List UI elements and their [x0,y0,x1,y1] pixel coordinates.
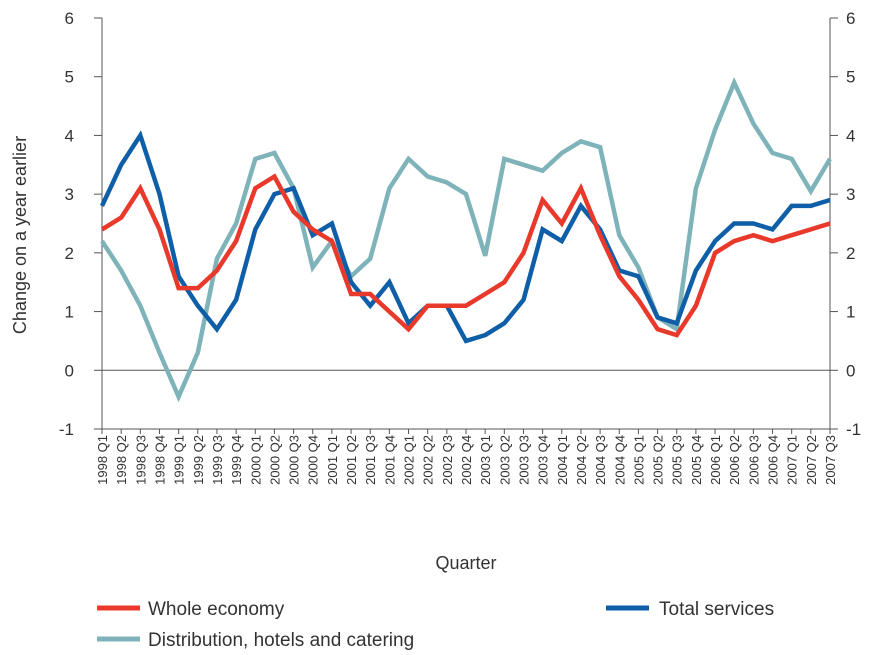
x-tick-label: 2002 Q2 [421,435,436,485]
x-tick-label: 2007 Q1 [785,435,800,485]
series-line-0 [100,76,832,403]
legend-label-whole-economy: Whole economy [148,599,285,620]
x-tick-label: 2003 Q1 [478,435,493,485]
x-tick-label: 2004 Q3 [593,435,608,485]
x-tick-label: 1999 Q2 [191,435,206,485]
x-tick-label: 2000 Q3 [287,435,302,485]
y-tick-label-left: 3 [65,185,74,204]
x-tick-label: 1999 Q4 [229,435,244,485]
legend-label-total-services: Total services [659,599,774,620]
y-tick-label-right: 2 [846,244,855,263]
y-tick-label-left: 5 [65,68,74,87]
chart-axes [101,18,831,430]
x-tick-label: 2005 Q1 [631,435,646,485]
x-tick-label: 2003 Q2 [497,435,512,485]
legend-label-distribution: Distribution, hotels and catering [148,630,414,651]
y-tick-label-right: 5 [846,68,855,87]
x-tick-label: 2003 Q3 [516,435,531,485]
x-tick-label: 1998 Q1 [95,435,110,485]
x-tick-label: 2004 Q1 [555,435,570,485]
x-tick-label: 2004 Q2 [574,435,589,485]
x-tick-label: 1998 Q4 [152,435,167,485]
x-tick-label: 2006 Q1 [708,435,723,485]
y-axis-right-ticks: -1 0 1 2 3 4 5 6 [830,9,861,439]
x-tick-label: 2001 Q4 [382,435,397,485]
x-tick-label: 2005 Q2 [651,435,666,485]
x-axis-ticks: 1998 Q1 1998 Q2 1998 Q3 1998 Q4 1999 Q1 1999 … [95,429,838,485]
x-axis-label: Quarter [435,553,496,573]
x-tick-label: 2002 Q1 [402,435,417,485]
x-tick-label: 2001 Q2 [344,435,359,485]
x-tick-label: 2001 Q3 [363,435,378,485]
y-tick-label-right: 1 [846,303,855,322]
x-tick-label: 2004 Q4 [612,435,627,485]
y-tick-label-right: 4 [846,126,855,145]
legend: Whole economy Total services Distributio… [97,599,774,651]
x-tick-label: 1999 Q3 [210,435,225,485]
x-tick-label: 2000 Q2 [267,435,282,485]
x-tick-label: 2000 Q4 [306,435,321,485]
y-tick-label-right: 6 [846,9,855,28]
x-tick-label: 2000 Q1 [248,435,263,485]
x-tick-label: 2003 Q4 [536,435,551,485]
y-tick-label-right: -1 [846,420,861,439]
x-tick-label: 2006 Q3 [746,435,761,485]
y-tick-label-right: 3 [846,185,855,204]
y-axis-left-ticks: -1 0 1 2 3 4 5 6 [59,9,102,439]
series-line-2 [100,173,831,338]
y-tick-label-left: 2 [65,244,74,263]
x-tick-label: 2007 Q2 [804,435,819,485]
x-tick-label: 1998 Q3 [133,435,148,485]
x-tick-label: 2002 Q3 [440,435,455,485]
y-tick-label-left: -1 [59,420,74,439]
y-tick-label-left: 1 [65,303,74,322]
x-tick-label: 2006 Q2 [727,435,742,485]
x-tick-label: 2005 Q4 [689,435,704,485]
series-line-1 [99,130,831,344]
x-tick-label: 2001 Q1 [325,435,340,485]
x-tick-label: 2006 Q4 [766,435,781,485]
y-tick-label-left: 4 [65,126,74,145]
x-tick-label: 2007 Q3 [823,435,838,485]
x-tick-label: 1999 Q1 [172,435,187,485]
x-tick-label: 2002 Q4 [459,435,474,485]
series-lines [99,76,832,403]
y-axis-label: Change on a year earlier [10,136,30,334]
x-tick-label: 1998 Q2 [114,435,129,485]
y-tick-label-right: 0 [846,361,855,380]
x-tick-label: 2005 Q3 [670,435,685,485]
y-tick-label-left: 6 [65,9,74,28]
y-tick-label-left: 0 [65,361,74,380]
